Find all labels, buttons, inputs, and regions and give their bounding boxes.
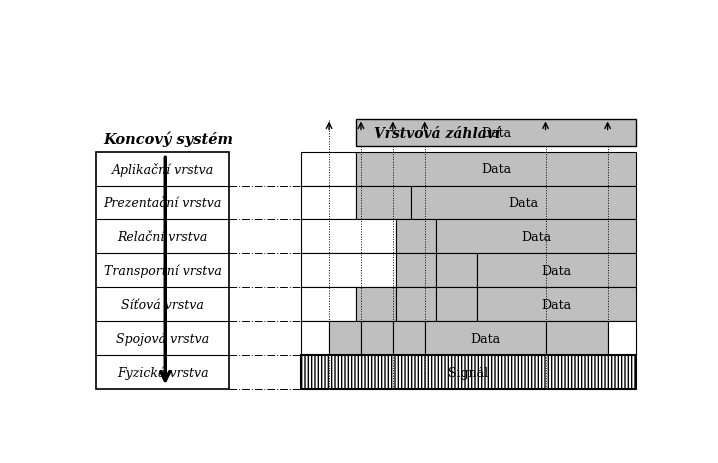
Bar: [356, 186, 411, 220]
Bar: [301, 152, 356, 186]
Text: Síťová vrstva: Síťová vrstva: [121, 298, 204, 311]
Bar: [425, 321, 546, 355]
Bar: [361, 321, 393, 355]
Bar: [356, 120, 636, 147]
Bar: [411, 186, 636, 220]
Bar: [437, 254, 477, 288]
Bar: [301, 355, 636, 389]
Text: Relační vrstva: Relační vrstva: [118, 231, 208, 244]
Bar: [396, 288, 437, 321]
Text: Data: Data: [481, 163, 511, 176]
Bar: [301, 288, 356, 321]
Bar: [396, 254, 437, 288]
Bar: [546, 321, 607, 355]
Bar: [329, 321, 361, 355]
Bar: [437, 288, 477, 321]
Text: Fyzická vrstva: Fyzická vrstva: [117, 365, 208, 379]
Text: Aplikační vrstva: Aplikační vrstva: [111, 163, 214, 176]
Bar: [477, 288, 636, 321]
Text: Data: Data: [470, 332, 500, 345]
Bar: [301, 186, 356, 220]
Bar: [393, 321, 425, 355]
Text: Data: Data: [541, 264, 572, 277]
Text: Data: Data: [521, 231, 551, 244]
Bar: [477, 254, 636, 288]
Text: Data: Data: [541, 298, 572, 311]
Bar: [356, 152, 636, 186]
Text: Data: Data: [481, 127, 511, 140]
Text: Spojová vrstva: Spojová vrstva: [116, 332, 209, 345]
Bar: [396, 220, 437, 254]
Bar: [96, 152, 229, 389]
Bar: [301, 321, 329, 355]
Text: Prezentační vrstva: Prezentační vrstva: [103, 197, 222, 210]
Text: Transportní vrstva: Transportní vrstva: [103, 264, 222, 277]
Text: Vrstvová záhlaví: Vrstvová záhlaví: [374, 126, 500, 141]
Text: Data: Data: [508, 197, 538, 210]
Bar: [301, 220, 396, 254]
Text: Signál: Signál: [448, 365, 488, 379]
Text: Koncový systém: Koncový systém: [103, 131, 233, 146]
Bar: [437, 220, 636, 254]
Bar: [301, 254, 396, 288]
Bar: [356, 288, 396, 321]
Bar: [607, 321, 636, 355]
